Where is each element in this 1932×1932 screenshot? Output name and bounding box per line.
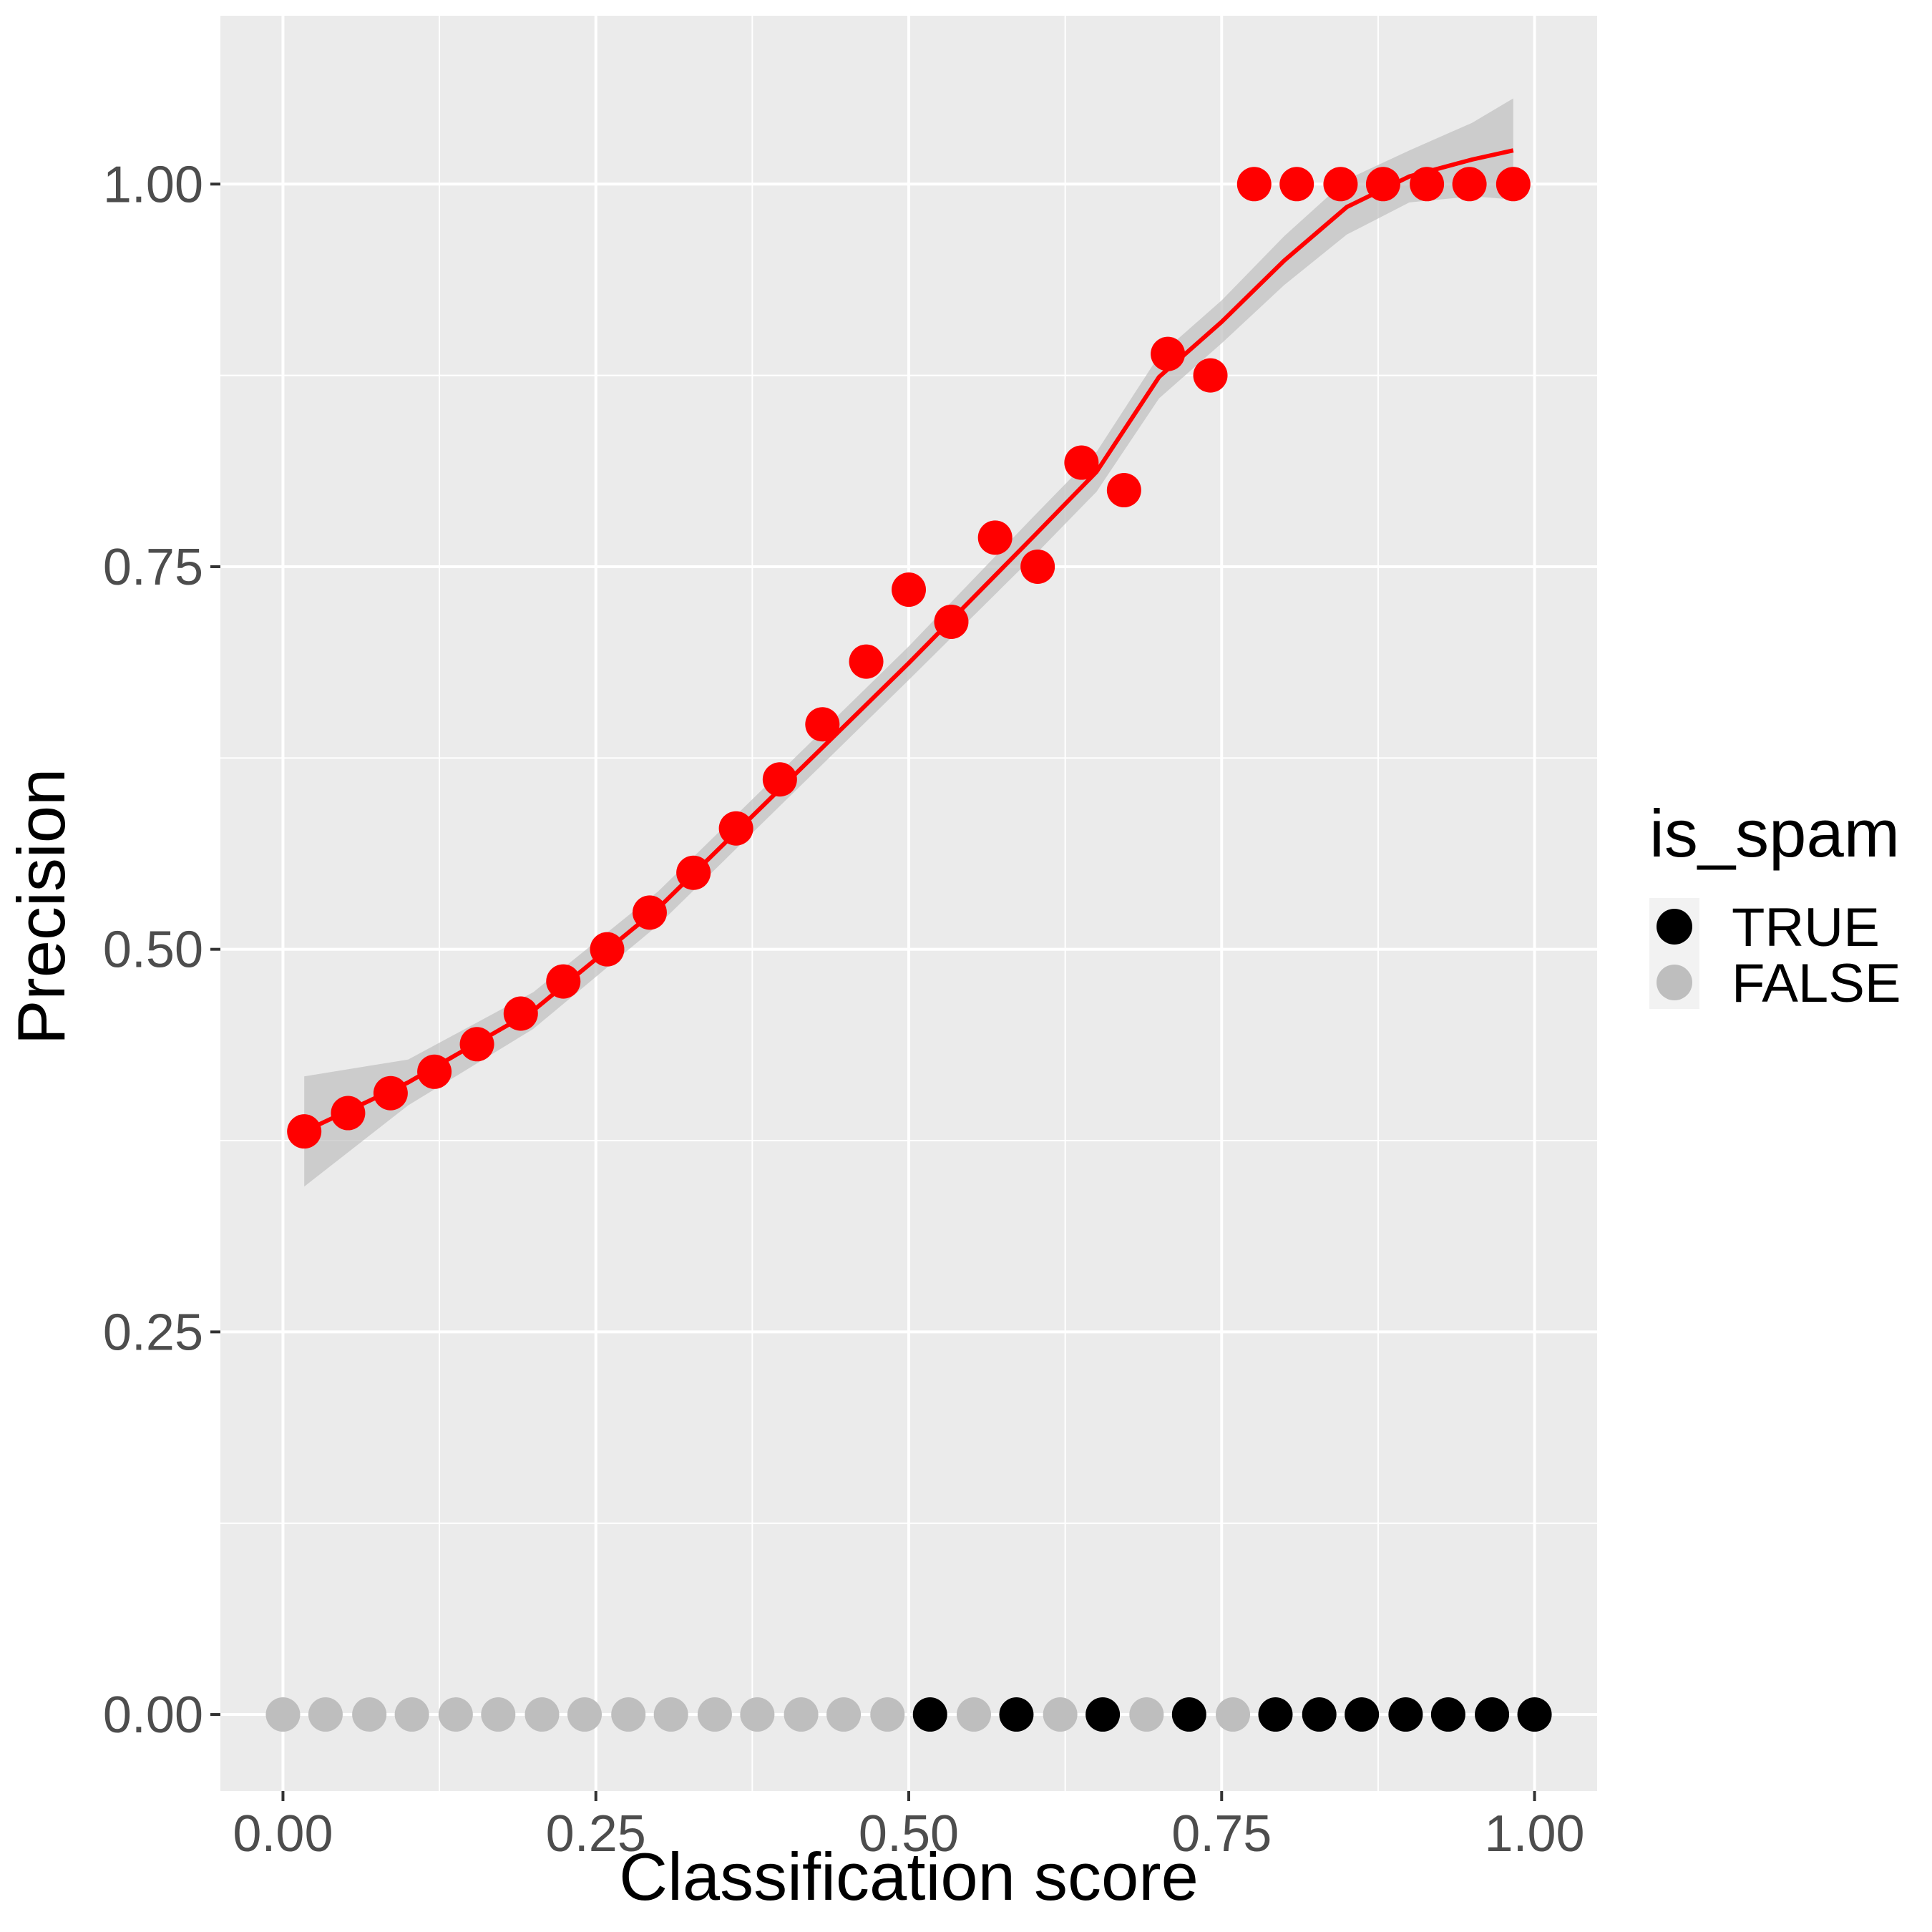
precision-point (373, 1075, 408, 1111)
label-point-false (653, 1697, 688, 1732)
precision-point (977, 520, 1013, 555)
precision-point (805, 707, 840, 742)
major-gridlines (220, 16, 1597, 1791)
label-point-true (1171, 1697, 1206, 1732)
x-tick-label: 0.75 (1171, 1805, 1272, 1863)
label-point-true (1085, 1697, 1121, 1732)
legend-title: is_spam (1649, 796, 1900, 871)
y-axis-title: Precision (4, 769, 79, 1045)
precision-point (1452, 167, 1487, 202)
label-point-false (265, 1697, 301, 1732)
label-point-false (438, 1697, 473, 1732)
label-point-false (1216, 1697, 1251, 1732)
precision-point (1323, 167, 1358, 202)
precision-point (1279, 167, 1314, 202)
label-point-true (1258, 1697, 1293, 1732)
x-axis-title: Classification score (619, 1839, 1199, 1914)
label-point-false (697, 1697, 732, 1732)
label-point-false (611, 1697, 646, 1732)
y-tick-label: 0.00 (103, 1687, 203, 1744)
x-tick-label: 0.00 (233, 1805, 333, 1863)
label-point-true (1302, 1697, 1337, 1732)
y-tick-label: 0.75 (103, 539, 203, 596)
label-point-false (394, 1697, 429, 1732)
precision-point (718, 811, 753, 846)
precision-point (1064, 445, 1099, 480)
precision-point (1236, 167, 1272, 202)
precision-point (1496, 167, 1531, 202)
x-axis-ticks: 0.00 0.25 0.50 0.75 1.00 (233, 1791, 1585, 1863)
label-point-true (999, 1697, 1034, 1732)
label-point-true (1345, 1697, 1380, 1732)
precision-point (1106, 473, 1141, 508)
smooth-line (303, 148, 1514, 1133)
label-point-false (525, 1697, 560, 1732)
precision-point (287, 1114, 322, 1149)
label-point-true (1430, 1697, 1465, 1732)
x-tick-label: 0.25 (546, 1805, 646, 1863)
x-tick-label: 1.00 (1484, 1805, 1584, 1863)
y-axis-ticks: 0.00 0.25 0.50 0.75 1.00 (103, 156, 220, 1744)
label-point-false (784, 1697, 819, 1732)
legend: is_spam TRUE FALSE (1649, 796, 1901, 1014)
label-point-true (1517, 1697, 1552, 1732)
x-tick-label: 0.50 (859, 1805, 959, 1863)
legend-label-true: TRUE (1732, 897, 1880, 958)
legend-label-false: FALSE (1732, 953, 1901, 1014)
legend-key-true (1657, 909, 1692, 945)
label-point-false (352, 1697, 387, 1732)
legend-key-false (1657, 965, 1692, 1000)
label-point-false (740, 1697, 775, 1732)
y-tick-label: 1.00 (103, 156, 203, 213)
label-point-false (481, 1697, 516, 1732)
label-points (265, 1697, 1552, 1732)
precision-point (1193, 358, 1228, 393)
label-point-false (956, 1697, 991, 1732)
label-point-true (1388, 1697, 1423, 1732)
label-point-false (826, 1697, 862, 1732)
label-point-false (308, 1697, 343, 1732)
label-point-false (1129, 1697, 1164, 1732)
precision-point (849, 644, 884, 679)
precision-point (546, 964, 581, 999)
label-point-true (912, 1697, 947, 1732)
label-point-true (1475, 1697, 1510, 1732)
precision-point (1151, 336, 1186, 371)
precision-point (892, 572, 926, 608)
label-point-false (1043, 1697, 1078, 1732)
precision-point (1020, 549, 1055, 584)
label-point-false (567, 1697, 602, 1732)
label-point-false (870, 1697, 905, 1732)
precision-point (762, 762, 797, 797)
y-tick-label: 0.50 (103, 922, 203, 979)
y-tick-label: 0.25 (103, 1304, 203, 1361)
